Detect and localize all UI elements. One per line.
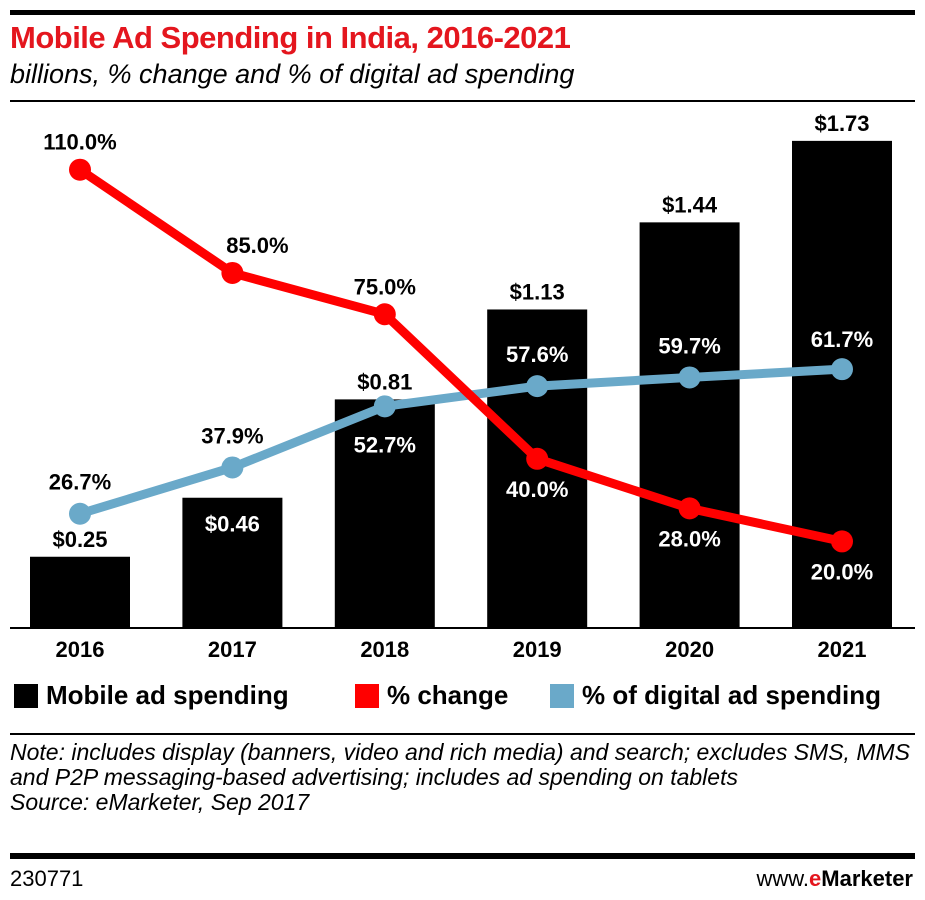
title-rule — [10, 100, 915, 102]
blue-point — [831, 358, 853, 381]
note-rule — [10, 733, 915, 735]
blue-point — [526, 375, 549, 398]
legend-item-mobile-ad-spending: Mobile ad spending — [14, 680, 289, 711]
notes: Note: includes display (banners, video a… — [10, 740, 915, 815]
bar-label: $0.46 — [205, 512, 260, 537]
blue-data-label: 52.7% — [354, 432, 416, 457]
legend-label: % of digital ad spending — [582, 680, 881, 710]
bar-2020 — [639, 222, 740, 628]
x-tick-label: 2018 — [360, 637, 409, 662]
legend-label: Mobile ad spending — [46, 680, 289, 710]
bar-label: $1.73 — [814, 111, 869, 136]
bar-label: $0.81 — [357, 369, 412, 394]
bar-2021 — [792, 140, 892, 627]
plot-area: $0.25 2016 $0.46 2017 $0.81 2018 $1.13 2019 $1.4… — [10, 111, 915, 662]
legend-swatch — [550, 683, 574, 708]
blue-data-label: 61.7% — [811, 327, 873, 352]
bar-2016 — [30, 556, 130, 627]
blue-point — [373, 395, 396, 418]
x-tick-label: 2019 — [513, 637, 562, 662]
top-rule — [10, 10, 915, 15]
x-tick-label: 2017 — [208, 637, 257, 662]
source-text: Source: eMarketer, Sep 2017 — [10, 789, 310, 815]
x-tick-label: 2020 — [665, 637, 714, 662]
red-point — [69, 158, 91, 181]
red-point — [831, 530, 853, 553]
red-point — [373, 303, 396, 326]
red-data-label: 110.0% — [43, 130, 116, 155]
red-data-label: 20.0% — [811, 559, 873, 584]
blue-point — [678, 366, 701, 389]
bar-2018 — [334, 399, 435, 627]
legend-item-pct-change: % change — [355, 680, 508, 711]
bar-2017 — [182, 497, 283, 627]
brand-logo[interactable]: www.eMarketer — [756, 866, 913, 891]
blue-line — [78, 364, 843, 519]
red-point — [526, 447, 549, 470]
note-text: Note: includes display (banners, video a… — [10, 739, 910, 790]
chart-id: 230771 — [10, 866, 84, 891]
blue-data-label: 37.9% — [201, 423, 263, 448]
legend-item-pct-digital: % of digital ad spending — [550, 680, 881, 711]
blue-data-label: 59.7% — [658, 333, 720, 358]
red-data-label: 28.0% — [658, 526, 720, 551]
x-tick-label: 2021 — [818, 637, 867, 662]
blue-point — [69, 502, 91, 525]
red-data-label: 75.0% — [354, 274, 416, 299]
legend-label: % change — [387, 680, 509, 710]
bar-label: $1.13 — [510, 279, 565, 304]
blue-point — [221, 456, 244, 479]
legend: Mobile ad spending % change % of digital… — [10, 680, 915, 714]
legend-swatch — [355, 683, 379, 708]
blue-data-label: 57.6% — [506, 342, 568, 367]
bar-label: $1.44 — [662, 192, 718, 217]
red-data-label: 40.0% — [506, 477, 568, 502]
red-point — [678, 497, 701, 520]
red-point — [221, 261, 244, 284]
x-tick-label: 2016 — [56, 637, 105, 662]
chart-title: Mobile Ad Spending in India, 2016-2021 — [10, 20, 571, 55]
red-data-label: 85.0% — [226, 233, 288, 258]
bottom-rule — [10, 853, 915, 859]
blue-data-label: 26.7% — [49, 470, 111, 495]
chart-subtitle: billions, % change and % of digital ad s… — [10, 59, 575, 89]
bar-label: $0.25 — [52, 527, 107, 552]
red-line — [77, 165, 843, 546]
legend-swatch — [14, 683, 38, 708]
